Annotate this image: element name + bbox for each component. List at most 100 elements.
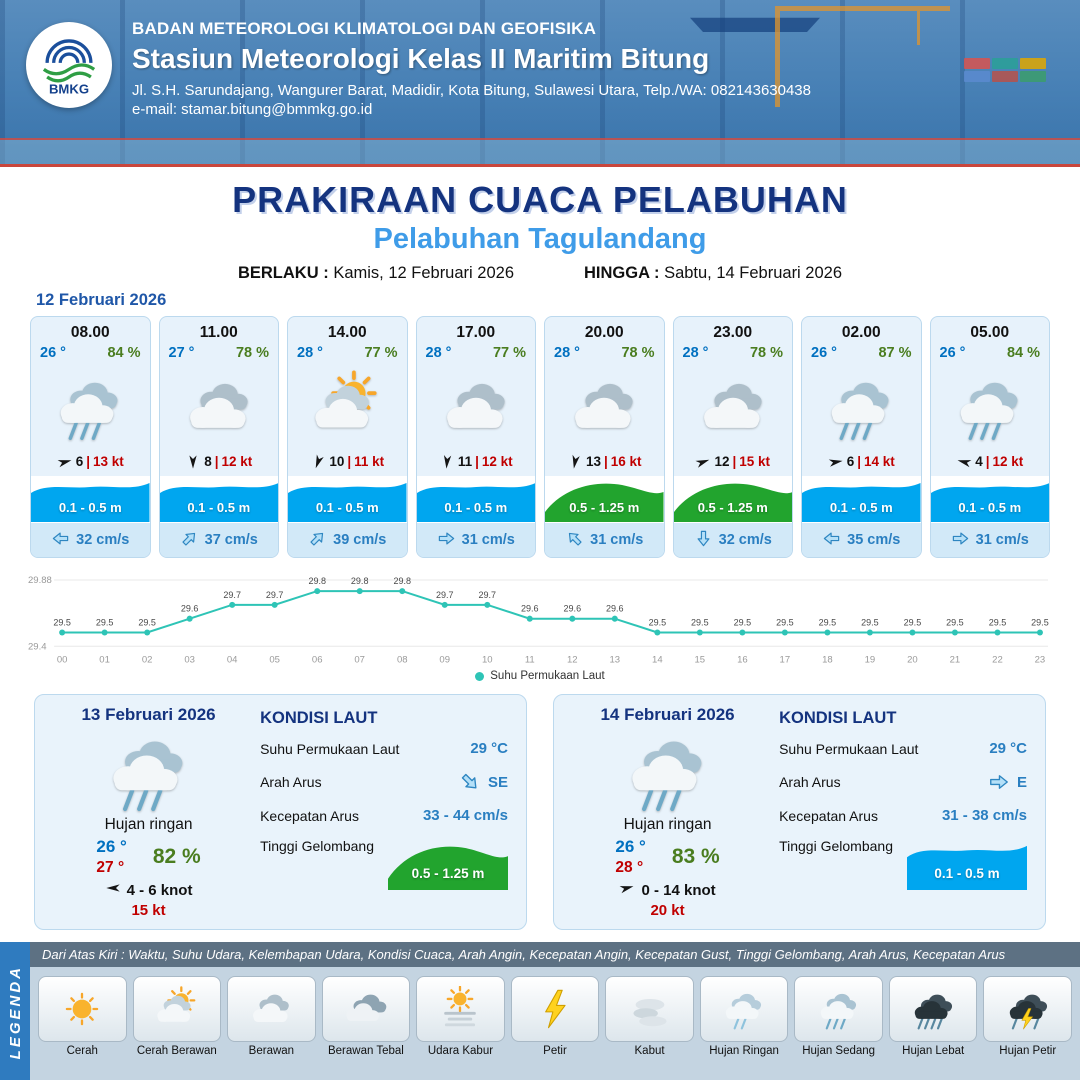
wave-height: 0.1 - 0.5 m (958, 500, 1022, 515)
svg-text:29.6: 29.6 (564, 604, 582, 614)
svg-text:12: 12 (567, 654, 578, 665)
weather-icon (545, 361, 664, 454)
current-speed: 35 cm/s (847, 532, 901, 548)
wave-height-band: 0.1 - 0.5 m (802, 476, 921, 522)
weather-icon (31, 361, 150, 454)
svg-text:29.5: 29.5 (776, 617, 794, 627)
wind-info: 13 | 16 kt (545, 454, 664, 476)
current-speed-value: 33 - 44 cm/s (422, 807, 508, 825)
svg-text:29.7: 29.7 (436, 590, 454, 600)
svg-text:29.7: 29.7 (479, 590, 497, 600)
weather-icon (674, 361, 793, 454)
svg-text:22: 22 (992, 654, 1003, 665)
current-info: 32 cm/s (31, 522, 150, 557)
weather-icon (160, 361, 279, 454)
svg-text:17: 17 (780, 654, 791, 665)
svg-text:10: 10 (482, 654, 493, 665)
daily-card: 14 Februari 2026 Hujan ringan 26 ° 28 ° … (553, 694, 1046, 931)
humidity: 84 % (107, 345, 141, 361)
wave-height: 0.1 - 0.5 m (187, 500, 251, 515)
wind-direction-icon (956, 454, 972, 470)
wind-separator: | (732, 454, 737, 470)
wind-direction-icon (619, 880, 635, 900)
berawan-tebal-icon (321, 976, 411, 1043)
wind-gust: 14 kt (864, 454, 895, 470)
wind-separator: | (86, 454, 90, 470)
wind-info: 6 | 13 kt (31, 454, 150, 476)
wind-direction-icon (185, 454, 201, 470)
wave-height-band: 0.1 - 0.5 m (159, 476, 278, 522)
daily-date: 14 Februari 2026 (600, 705, 735, 725)
wind-separator: | (347, 454, 352, 470)
current-info: 37 cm/s (159, 522, 278, 557)
svg-text:01: 01 (99, 654, 110, 665)
header: BMKG BADAN METEOROLOGI KLIMATOLOGI DAN G… (0, 0, 1080, 167)
sst-value: 29 °C (989, 740, 1027, 758)
current-speed: 39 cm/s (333, 532, 387, 548)
wind-info: 11 | 12 kt (417, 454, 536, 476)
time-label: 17.00 (456, 324, 496, 341)
legend-item: Cerah (38, 976, 127, 1057)
ship-illustration (690, 17, 820, 32)
svg-text:29.5: 29.5 (649, 617, 667, 627)
wave-height: 0.1 - 0.5 m (315, 500, 379, 515)
weather-icon (417, 361, 536, 454)
wave-height: 0.5 - 1.25 m (697, 500, 768, 515)
wind-info: 6 | 14 kt (802, 454, 921, 476)
svg-text:03: 03 (184, 654, 195, 665)
svg-text:16: 16 (737, 654, 748, 665)
legend-item-label: Cerah Berawan (136, 1045, 217, 1058)
svg-text:06: 06 (312, 654, 323, 665)
legend-item: Udara Kabur (416, 976, 505, 1057)
sea-conditions-title: KONDISI LAUT (260, 709, 378, 728)
temp-min: 26 ° (96, 837, 127, 857)
weather-icon (931, 361, 1050, 454)
air-temperature: 28 ° (554, 345, 580, 361)
hourly-card: 14.00 28 ° 77 % 10 | 11 kt 0.1 - 0.5 m 3… (287, 316, 408, 558)
wave-height-band: 0.5 - 1.25 m (545, 476, 664, 522)
daily-wind: 0 - 14 knot (619, 880, 716, 900)
sst-chart-wrap: 29.88 29.4 29.5 00 29.5 01 29.5 02 29.6 03 29.7 04 2… (26, 568, 1054, 682)
legend-items-row: Cerah Cerah Berawan Berawan Berawan Teba… (30, 967, 1080, 1080)
air-temperature: 27 ° (168, 345, 195, 361)
svg-text:29.5: 29.5 (734, 617, 752, 627)
wave-height: 0.1 - 0.5 m (829, 500, 893, 515)
hourly-row: 08.00 26 ° 84 % 6 | 13 kt 0.1 - 0.5 m 32… (30, 316, 1050, 558)
legend-title: LEGENDA (6, 965, 24, 1060)
wind-direction-icon (310, 454, 326, 470)
temp-max: 28 ° (615, 859, 644, 877)
current-direction-icon (51, 529, 70, 552)
sst-value: 29 °C (470, 740, 508, 758)
svg-text:21: 21 (950, 654, 961, 665)
current-info: 31 cm/s (545, 522, 664, 557)
legend-item-label: Berawan Tebal (327, 1045, 404, 1058)
wave-height-label: Tinggi Gelombang (779, 838, 893, 855)
hourly-card: 08.00 26 ° 84 % 6 | 13 kt 0.1 - 0.5 m 32… (30, 316, 151, 558)
legend-item: Petir (510, 976, 600, 1057)
wind-speed: 6 (846, 454, 855, 470)
current-speed: 31 cm/s (590, 532, 644, 548)
temp-min: 26 ° (615, 837, 646, 857)
current-direction-icon (308, 529, 327, 552)
legend-item: Hujan Lebat (888, 976, 978, 1057)
wind-gust: 11 kt (354, 454, 385, 470)
weather-icon (802, 361, 921, 454)
forecast-day-label: 12 Februari 2026 (36, 291, 167, 309)
wind-range: 4 - 6 knot (126, 881, 193, 899)
legend-item-label: Udara Kabur (427, 1045, 494, 1058)
air-temperature: 28 ° (425, 345, 452, 361)
svg-text:29.6: 29.6 (606, 604, 624, 614)
wave-height-band: 0.1 - 0.5 m (416, 476, 535, 522)
bmkg-logo: BMKG (26, 22, 112, 108)
sst-label: Suhu Permukaan Laut (779, 740, 919, 757)
hourly-card: 11.00 27 ° 78 % 8 | 12 kt 0.1 - 0.5 m 37… (158, 316, 279, 558)
daily-condition: Hujan ringan (104, 816, 193, 834)
current-speed: 32 cm/s (76, 532, 130, 548)
sst-chart: 29.88 29.4 29.5 00 29.5 01 29.5 02 29.6 03 29.7 04 2… (28, 575, 1049, 665)
wave-height: 0.1 - 0.5 m (444, 500, 508, 515)
hingga-label: HINGGA : (584, 264, 660, 282)
hujan-sedang-icon (794, 976, 883, 1043)
wind-speed: 11 (457, 454, 473, 470)
time-label: 05.00 (970, 324, 1010, 341)
time-label: 11.00 (199, 324, 238, 341)
